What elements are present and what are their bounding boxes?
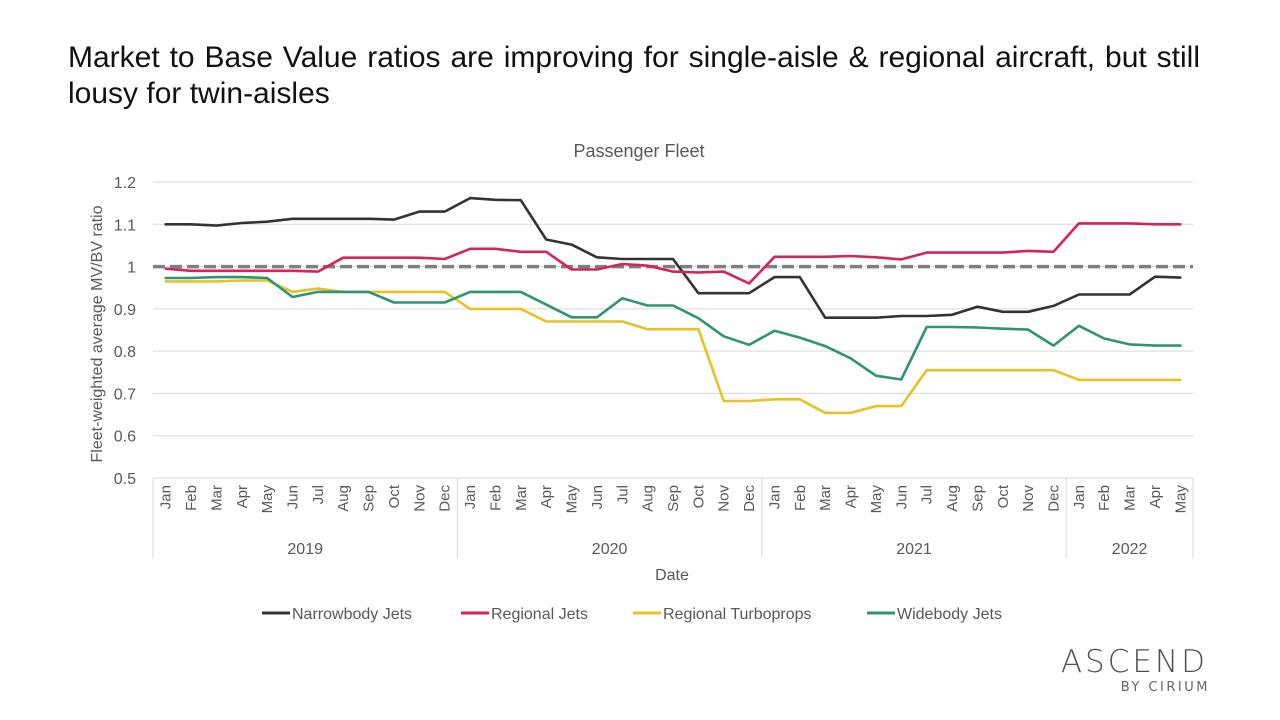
x-tick-label: Jan <box>158 485 175 509</box>
chart-title: Passenger Fleet <box>573 141 704 161</box>
slide-headline: Market to Base Value ratios are improvin… <box>68 41 1200 110</box>
year-label: 2019 <box>287 541 323 558</box>
x-tick-label: May <box>564 485 581 514</box>
x-tick-label: Aug <box>944 485 961 512</box>
x-tick-label: Jul <box>614 485 631 504</box>
x-axis: Jan Feb Mar Apr May Jun Jul Aug Sep Oct Nov Dec Jan F… <box>152 477 1194 558</box>
x-tick-label: May <box>868 485 885 514</box>
x-tick-label: Dec <box>741 485 758 512</box>
x-tick-label: Apr <box>234 485 251 508</box>
y-tick-label: 1.2 <box>114 175 136 192</box>
year-label: 2022 <box>1112 541 1148 558</box>
series-line-widebody-jets <box>164 275 1182 381</box>
series-line-narrowbody-jets <box>164 196 1182 320</box>
y-axis-label: Fleet-weighted average MV/BV ratio <box>89 205 106 462</box>
legend-label: Narrowbody Jets <box>292 606 412 623</box>
x-tick-label: Jan <box>1071 485 1088 509</box>
x-tick-label: Aug <box>640 485 657 512</box>
x-tick-label: Mar <box>1122 485 1139 511</box>
x-tick-label: Oct <box>690 484 707 508</box>
y-tick-label: 1 <box>127 260 136 277</box>
x-tick-label: Jan <box>462 485 479 509</box>
x-tick-label: Mar <box>208 485 225 511</box>
x-tick-label: Feb <box>183 485 200 511</box>
x-tick-label: Nov <box>716 485 733 512</box>
x-tick-label: Apr <box>538 485 555 508</box>
x-tick-label: Sep <box>665 485 682 512</box>
series-lines <box>164 196 1182 415</box>
x-tick-label: Jul <box>310 485 327 504</box>
y-tick-label: 1.1 <box>114 217 136 234</box>
brand-logo: ASCEND BY CIRIUM <box>1061 645 1208 697</box>
x-tick-label: Oct <box>995 484 1012 508</box>
x-tick-label: Sep <box>361 485 378 512</box>
year-label: 2020 <box>592 541 628 558</box>
legend-label: Regional Jets <box>491 606 588 623</box>
x-tick-label: Feb <box>487 485 504 511</box>
x-tick-label: May <box>259 485 276 514</box>
brand-name: ASCEND <box>1060 644 1208 680</box>
x-tick-label: Sep <box>969 485 986 512</box>
x-tick-label: Jul <box>919 485 936 504</box>
x-tick-label: Jun <box>285 485 302 509</box>
x-tick-label: Jun <box>893 485 910 509</box>
y-tick-label: 0.9 <box>114 302 136 319</box>
x-axis-label: Date <box>655 567 689 584</box>
legend: Narrowbody Jets Regional Jets Regional Tur… <box>262 606 1002 623</box>
x-tick-label: Feb <box>1096 485 1113 511</box>
y-axis-ticks: 0.5 0.6 0.7 0.8 0.9 1 1.1 1.2 <box>114 175 136 488</box>
x-tick-label: Mar <box>817 485 834 511</box>
y-tick-label: 0.5 <box>114 471 136 488</box>
y-tick-label: 0.8 <box>114 344 136 361</box>
year-label: 2021 <box>896 541 932 558</box>
x-tick-label: Jan <box>767 485 784 509</box>
x-tick-label: May <box>1172 485 1189 514</box>
x-tick-label: Dec <box>1046 485 1063 512</box>
x-tick-label: Apr <box>1147 485 1164 508</box>
x-tick-label: Nov <box>411 485 428 512</box>
series-line-regional-jets <box>164 222 1182 285</box>
x-tick-label: Dec <box>437 485 454 512</box>
x-tick-label: Mar <box>513 485 530 511</box>
x-tick-label: Jun <box>589 485 606 509</box>
x-tick-label: Apr <box>843 485 860 508</box>
brand-tagline: BY CIRIUM <box>1120 680 1210 695</box>
x-tick-label: Nov <box>1020 485 1037 512</box>
legend-label: Widebody Jets <box>897 606 1002 623</box>
legend-label: Regional Turboprops <box>663 606 812 623</box>
x-tick-label: Feb <box>792 485 809 511</box>
x-tick-label: Oct <box>386 484 403 508</box>
x-tick-label: Aug <box>335 485 352 512</box>
y-tick-label: 0.7 <box>114 386 136 403</box>
y-tick-label: 0.6 <box>114 429 136 446</box>
